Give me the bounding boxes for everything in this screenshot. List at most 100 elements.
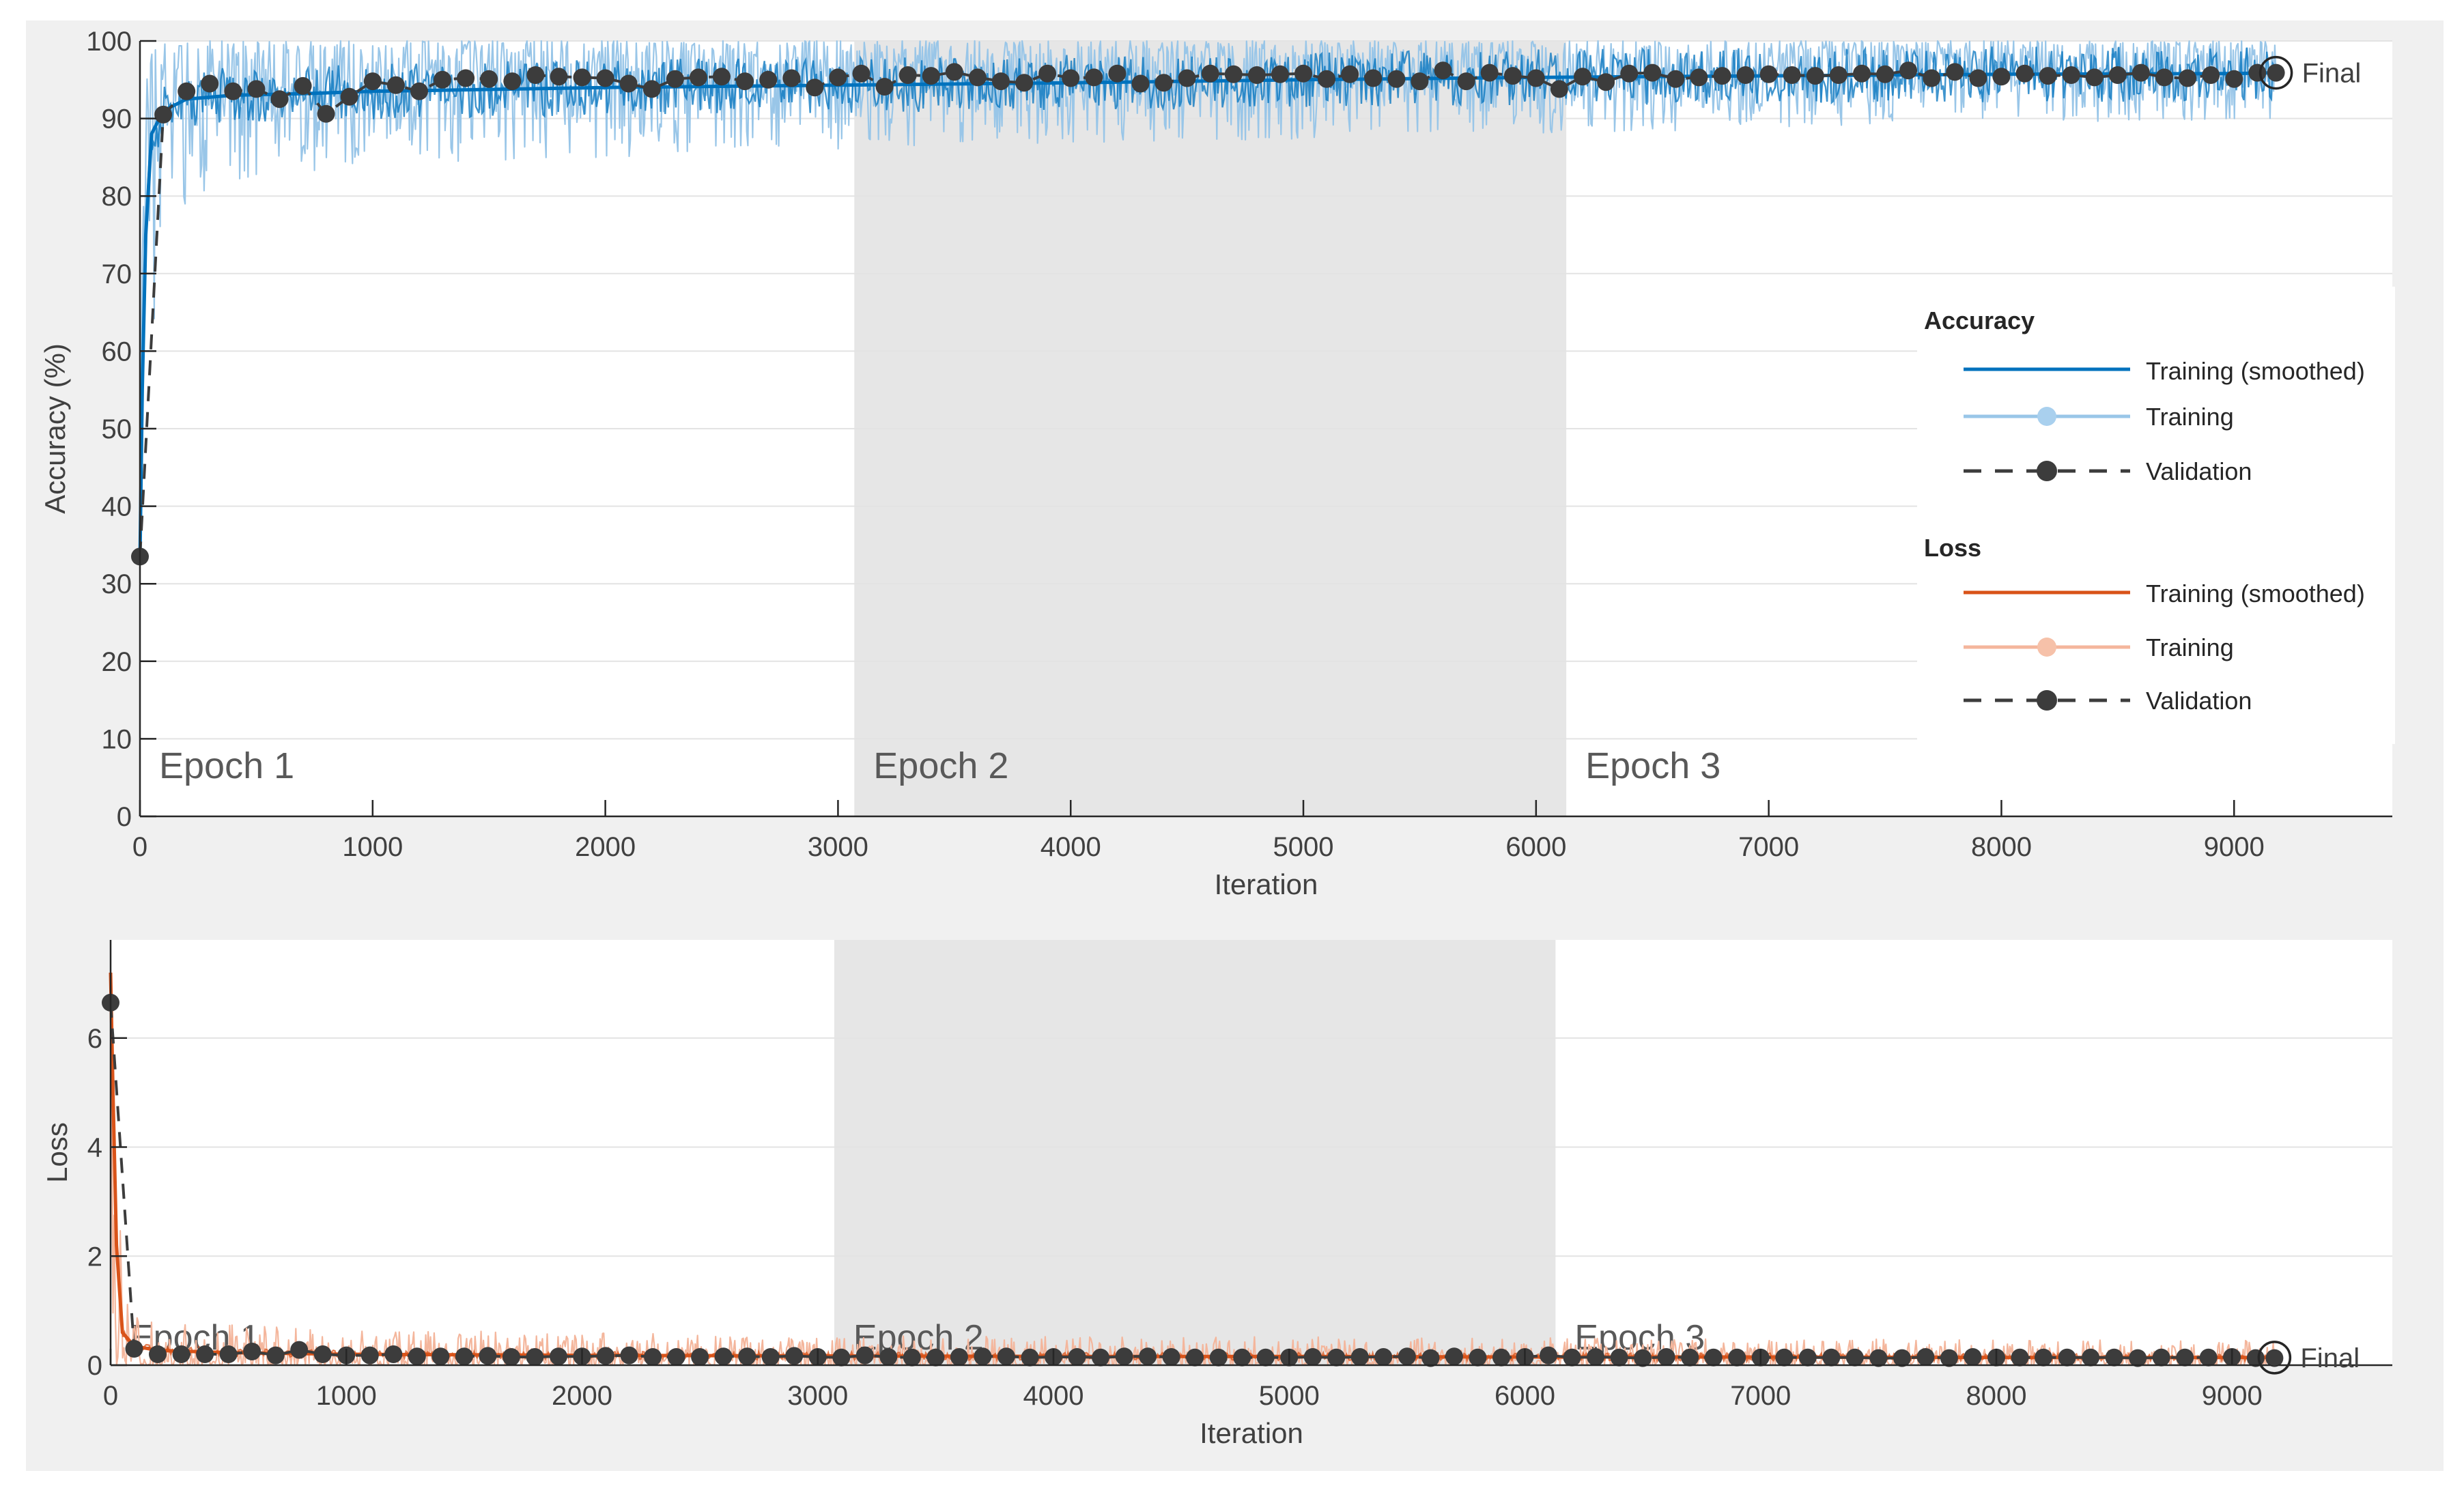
accuracy-validation-point xyxy=(736,72,754,91)
loss-validation-point xyxy=(1587,1348,1605,1366)
accuracy-y-tick-label: 90 xyxy=(102,104,132,134)
loss-x-tick-label: 3000 xyxy=(787,1381,848,1411)
loss-validation-point xyxy=(1021,1348,1039,1367)
loss-validation-point xyxy=(1634,1349,1652,1367)
accuracy-validation-point xyxy=(875,78,894,96)
accuracy-validation-point xyxy=(480,70,498,88)
accuracy-validation-point xyxy=(1923,69,1941,87)
accuracy-ticks: 0 1000 2000 3000 4000 5000 6000 7000 8000 9000 0 10… xyxy=(86,27,2264,862)
accuracy-validation-point xyxy=(1667,70,1685,88)
loss-validation-point xyxy=(550,1347,567,1366)
accuracy-validation-point xyxy=(713,68,731,86)
loss-validation-point xyxy=(2082,1348,2100,1367)
loss-validation-point xyxy=(149,1345,167,1363)
loss-validation-point xyxy=(1092,1348,1109,1367)
loss-validation-point xyxy=(1445,1347,1463,1366)
loss-validation-point xyxy=(1209,1348,1228,1367)
loss-validation-point xyxy=(1540,1346,1557,1364)
accuracy-validation-point xyxy=(898,66,917,84)
accuracy-validation-point xyxy=(689,68,707,87)
accuracy-validation-point xyxy=(1597,73,1615,91)
accuracy-validation-point xyxy=(992,72,1010,91)
accuracy-epoch-label-1: Epoch 1 xyxy=(159,745,294,786)
accuracy-validation-point xyxy=(2155,68,2173,87)
loss-x-tick-label: 6000 xyxy=(1495,1381,1555,1411)
accuracy-validation-point xyxy=(1062,69,1080,87)
loss-panel: Epoch 1 Epoch 2 Epoch 3 0 1000 2000 3000 4000 5… xyxy=(41,940,2392,1449)
loss-validation-point xyxy=(1869,1349,1888,1367)
accuracy-validation-point xyxy=(1946,63,1964,81)
accuracy-validation-point xyxy=(1085,68,1103,87)
accuracy-validation-point xyxy=(317,104,335,123)
accuracy-x-tick-label: 7000 xyxy=(1738,832,1799,862)
loss-validation-point xyxy=(667,1348,685,1366)
accuracy-validation-point xyxy=(1411,72,1429,91)
loss-validation-point xyxy=(502,1348,520,1366)
accuracy-y-tick-label: 50 xyxy=(102,414,132,444)
accuracy-validation-point xyxy=(1224,65,1243,83)
accuracy-y-axis-label: Accuracy (%) xyxy=(39,343,71,514)
accuracy-x-tick-label: 0 xyxy=(132,832,147,862)
accuracy-validation-point xyxy=(1178,69,1196,87)
loss-final-ring xyxy=(2257,1341,2292,1375)
loss-validation-point xyxy=(1610,1348,1628,1367)
loss-validation-point xyxy=(1728,1348,1746,1367)
loss-final-dot xyxy=(2266,1349,2283,1366)
loss-validation-point xyxy=(360,1346,379,1364)
loss-x-tick-label: 2000 xyxy=(552,1381,612,1411)
loss-validation-point xyxy=(2199,1348,2218,1367)
accuracy-validation-point xyxy=(1247,66,1266,84)
loss-y-tick-label: 0 xyxy=(87,1351,102,1381)
accuracy-y-tick-label: 70 xyxy=(102,259,132,289)
accuracy-validation-point xyxy=(1876,65,1894,83)
loss-validation-point xyxy=(738,1347,756,1366)
accuracy-validation-point xyxy=(666,70,684,88)
loss-validation-point xyxy=(1350,1348,1369,1366)
legend-loss-title: Loss xyxy=(1924,534,1981,562)
accuracy-x-tick-label: 8000 xyxy=(1971,832,2032,862)
accuracy-x-tick-label: 3000 xyxy=(808,832,868,862)
accuracy-validation-point xyxy=(386,76,405,94)
loss-validation-point xyxy=(1327,1348,1346,1367)
accuracy-validation-point xyxy=(224,82,242,100)
loss-validation-point xyxy=(620,1346,638,1364)
loss-validation-point xyxy=(266,1346,285,1364)
accuracy-validation-point xyxy=(1387,70,1406,88)
accuracy-validation-point xyxy=(1457,72,1475,91)
accuracy-validation-point xyxy=(573,68,591,87)
accuracy-x-tick-label: 5000 xyxy=(1273,832,1334,862)
loss-validation-point xyxy=(479,1347,497,1365)
loss-validation-point xyxy=(2152,1348,2170,1367)
loss-validation-point xyxy=(1798,1348,1817,1367)
loss-validation-point xyxy=(1964,1348,1982,1366)
accuracy-validation-point xyxy=(1853,64,1871,83)
accuracy-validation-point xyxy=(434,70,451,89)
accuracy-validation-point xyxy=(1574,68,1591,86)
accuracy-validation-point xyxy=(154,105,173,124)
loss-validation-point xyxy=(1115,1347,1133,1366)
loss-x-tick-label: 4000 xyxy=(1023,1381,1084,1411)
accuracy-validation-point xyxy=(1783,66,1801,84)
accuracy-validation-point xyxy=(1155,74,1173,92)
loss-validation-point xyxy=(172,1345,190,1363)
accuracy-validation-point xyxy=(2132,63,2150,82)
accuracy-validation-point xyxy=(2202,66,2220,84)
accuracy-validation-point xyxy=(340,87,358,106)
accuracy-panel: Epoch 1 Epoch 2 Epoch 3 0 1000 2000 3000 4000 5… xyxy=(39,27,2395,900)
loss-validation-point xyxy=(219,1345,238,1363)
accuracy-validation-point xyxy=(2039,67,2057,85)
accuracy-x-tick-label: 1000 xyxy=(342,832,403,862)
loss-epoch-shading xyxy=(834,940,1556,1365)
accuracy-validation-point xyxy=(1759,65,1778,83)
accuracy-y-tick-label: 100 xyxy=(86,27,132,57)
accuracy-validation-point xyxy=(968,68,987,87)
loss-validation-point xyxy=(2058,1348,2076,1367)
loss-validation-point xyxy=(1303,1348,1322,1366)
accuracy-validation-point xyxy=(457,69,475,87)
accuracy-validation-point xyxy=(1434,61,1452,80)
accuracy-y-tick-label: 40 xyxy=(102,492,132,522)
loss-validation-point xyxy=(1657,1348,1675,1366)
legend-acc-validation-marker xyxy=(2037,461,2057,481)
accuracy-validation-point xyxy=(1829,66,1847,84)
